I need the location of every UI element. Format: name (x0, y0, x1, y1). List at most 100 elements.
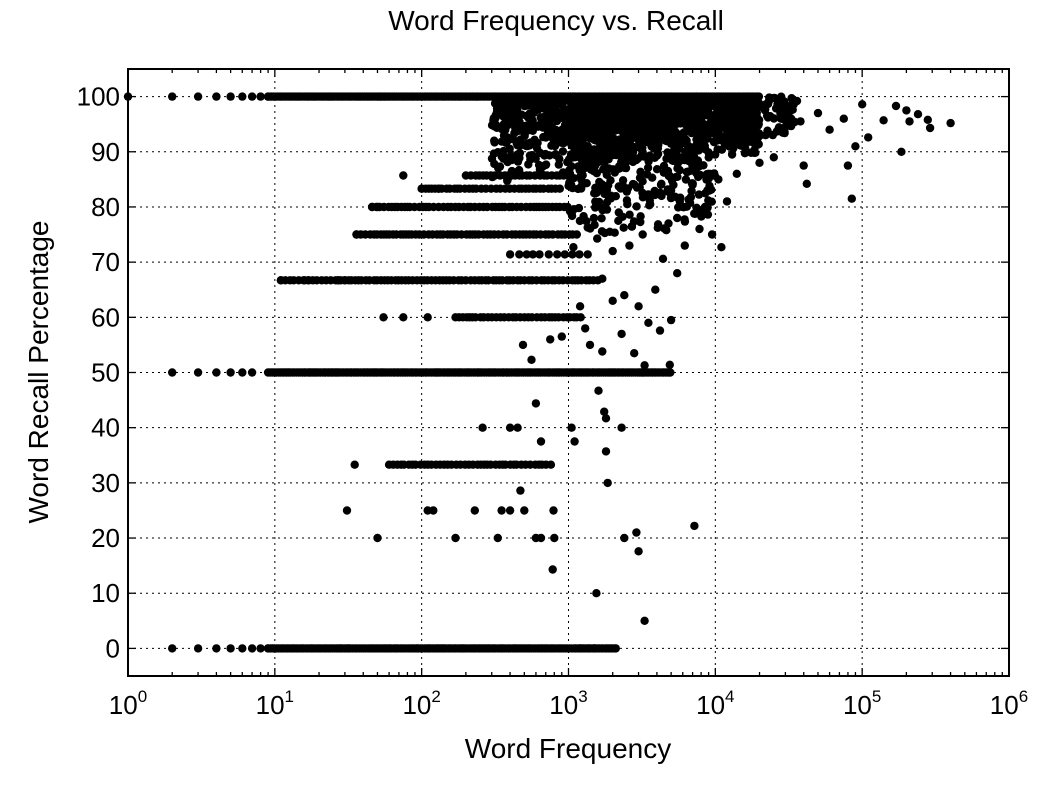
data-point (536, 168, 546, 177)
data-point (799, 161, 808, 170)
x-tick-label: 106 (990, 687, 1028, 720)
data-point (552, 100, 562, 110)
data-point (548, 565, 557, 574)
data-point (640, 361, 649, 370)
data-point (579, 162, 588, 171)
data-point (594, 126, 603, 135)
data-point (621, 163, 631, 173)
data-point (707, 230, 717, 239)
data-point (600, 407, 609, 416)
data-point (553, 92, 562, 101)
data-point (519, 98, 528, 107)
data-point (741, 130, 751, 139)
data-point (568, 132, 578, 141)
data-point (470, 506, 479, 515)
data-point (168, 644, 177, 653)
data-point (792, 96, 802, 106)
data-point (583, 145, 592, 154)
data-point (429, 506, 438, 515)
data-point (614, 142, 623, 151)
data-point (621, 158, 631, 167)
data-point (700, 141, 709, 150)
data-point (624, 141, 634, 150)
data-point (601, 414, 611, 423)
data-point (897, 147, 906, 156)
data-point (597, 214, 606, 223)
data-point (659, 161, 669, 171)
data-point (703, 102, 712, 111)
data-point (713, 102, 723, 111)
data-point (512, 92, 521, 102)
x-tick-label: 105 (843, 687, 881, 720)
data-point (536, 98, 545, 108)
data-point (602, 205, 612, 214)
data-point (592, 589, 601, 598)
data-point (638, 147, 647, 157)
data-point (423, 313, 432, 322)
data-point (741, 144, 750, 154)
data-point (497, 506, 506, 515)
data-point (350, 460, 359, 469)
data-point (593, 234, 602, 243)
data-point (851, 142, 860, 151)
data-point (684, 195, 693, 204)
data-point (575, 172, 585, 182)
data-point (603, 478, 612, 488)
data-point (583, 152, 592, 162)
data-point (517, 110, 526, 119)
data-point (238, 644, 247, 653)
data-point (657, 191, 666, 201)
data-point (626, 132, 635, 141)
data-point (594, 386, 603, 395)
data-point (687, 103, 697, 113)
data-point (544, 250, 553, 259)
data-point (518, 340, 528, 350)
data-point (666, 315, 676, 325)
data-point (655, 98, 665, 107)
chart-title: Word Frequency vs. Recall (388, 5, 724, 36)
data-point (743, 98, 752, 107)
data-point (478, 423, 487, 432)
data-point (622, 196, 632, 205)
data-point (688, 180, 697, 190)
data-point (637, 114, 647, 124)
data-point (539, 132, 548, 142)
data-point (748, 138, 757, 147)
data-point (604, 192, 613, 201)
data-point (535, 250, 544, 259)
data-point (678, 202, 687, 212)
data-point (686, 166, 696, 175)
data-point (646, 200, 655, 209)
data-point (644, 318, 653, 327)
data-point (551, 115, 561, 124)
data-point (545, 121, 555, 130)
data-point (564, 167, 574, 176)
data-point (193, 644, 203, 653)
data-point (512, 139, 521, 148)
data-point (586, 224, 595, 233)
data-point (193, 368, 203, 377)
data-point (569, 174, 578, 183)
data-point (754, 115, 764, 125)
data-point (643, 170, 652, 179)
data-point (704, 196, 713, 205)
data-point (766, 112, 775, 121)
data-point (770, 93, 779, 103)
data-point (946, 118, 955, 128)
data-point (632, 202, 641, 211)
data-point (754, 129, 764, 138)
data-point (524, 114, 533, 123)
data-point (570, 437, 579, 446)
data-point (553, 250, 562, 259)
data-point (494, 93, 504, 102)
data-point (802, 179, 811, 188)
data-point (645, 102, 654, 111)
data-point (645, 151, 654, 160)
data-point (664, 219, 673, 228)
data-point (557, 128, 566, 137)
data-point (704, 169, 713, 178)
data-point (489, 114, 498, 123)
data-point (660, 111, 670, 120)
data-point (666, 193, 676, 203)
data-point (593, 158, 603, 167)
